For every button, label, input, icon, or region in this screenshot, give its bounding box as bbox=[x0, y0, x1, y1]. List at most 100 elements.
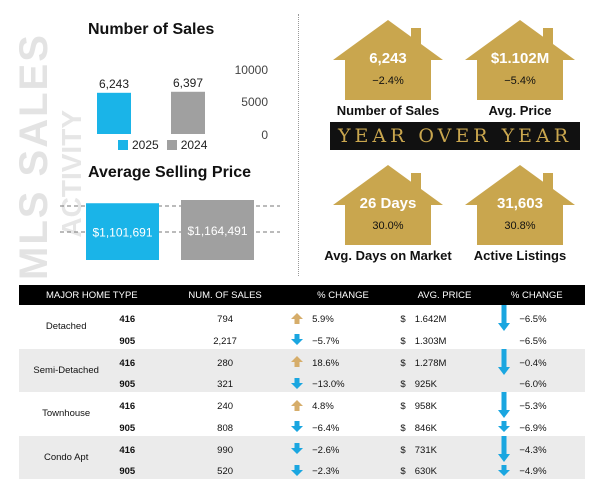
home-type-cell: Detached bbox=[19, 305, 113, 349]
price-change-cell: −0.4% bbox=[519, 349, 585, 378]
sales-change-cell: −2.6% bbox=[308, 436, 400, 465]
price-change-cell: −5.3% bbox=[519, 392, 585, 421]
num-sales-cell: 794 bbox=[165, 305, 286, 334]
kpi-change: 30.0% bbox=[323, 220, 453, 232]
kpi-value: $1.102M bbox=[455, 50, 585, 67]
header-home-type: MAJOR HOME TYPE bbox=[19, 285, 165, 305]
header-sales-change: % CHANGE bbox=[286, 285, 401, 305]
sales-change-arrow bbox=[286, 392, 309, 421]
area-code-cell: 905 bbox=[113, 378, 164, 393]
sales-change-arrow bbox=[286, 378, 309, 393]
kpi-value: 6,243 bbox=[323, 50, 453, 67]
kpi-house-number-of-sales: 6,243−2.4%Number of Sales bbox=[323, 20, 453, 120]
sales-change-cell: −6.4% bbox=[308, 421, 400, 436]
header-avg-price: AVG. PRICE bbox=[400, 285, 488, 305]
price-change-arrow bbox=[489, 465, 520, 479]
price-change-cell: −6.9% bbox=[519, 421, 585, 436]
up-arrow-icon bbox=[291, 313, 303, 324]
down-arrow-icon bbox=[291, 465, 303, 476]
price-change-cell: −6.5% bbox=[519, 305, 585, 334]
sales-bar-label-2025: 6,243 bbox=[99, 77, 129, 91]
area-code-cell: 416 bbox=[113, 349, 164, 378]
price-change-arrow bbox=[489, 392, 520, 421]
price-chart: $1,101,691$1,164,491 bbox=[60, 196, 280, 260]
sales-bar-label-2024: 6,397 bbox=[173, 76, 203, 90]
avg-price-cell: 731K bbox=[415, 436, 489, 465]
sales-change-cell: −5.7% bbox=[308, 334, 400, 349]
avg-price-cell: 630K bbox=[415, 465, 489, 479]
dollar-sign: $ bbox=[400, 349, 414, 378]
year-over-year-banner: YEAR OVER YEAR bbox=[330, 122, 580, 150]
price-change-arrow bbox=[489, 378, 520, 393]
avg-price-cell: 846K bbox=[415, 421, 489, 436]
sales-change-arrow bbox=[286, 421, 309, 436]
down-arrow-icon bbox=[291, 443, 303, 454]
sales-change-cell: 18.6% bbox=[308, 349, 400, 378]
area-code-cell: 416 bbox=[113, 305, 164, 334]
sales-change-arrow bbox=[286, 465, 309, 479]
price-change-arrow bbox=[489, 305, 520, 334]
price-change-cell: −4.3% bbox=[519, 436, 585, 465]
sales-ytick-10000: 10000 bbox=[228, 63, 268, 77]
up-arrow-icon bbox=[291, 400, 303, 411]
avg-price-cell: 1.278M bbox=[415, 349, 489, 378]
price-change-cell: −4.9% bbox=[519, 465, 585, 479]
home-type-cell: Townhouse bbox=[19, 392, 113, 436]
avg-price-cell: 1.642M bbox=[415, 305, 489, 334]
home-type-cell: Condo Apt bbox=[19, 436, 113, 479]
home-type-table: MAJOR HOME TYPE NUM. OF SALES % CHANGE A… bbox=[19, 285, 585, 479]
num-sales-cell: 990 bbox=[165, 436, 286, 465]
kpi-change: 30.8% bbox=[455, 220, 585, 232]
area-code-cell: 416 bbox=[113, 436, 164, 465]
num-sales-cell: 240 bbox=[165, 392, 286, 421]
area-code-cell: 905 bbox=[113, 334, 164, 349]
price-chart-title: Average Selling Price bbox=[88, 164, 251, 182]
price-change-arrow bbox=[489, 421, 520, 436]
sales-ytick-0: 0 bbox=[228, 128, 268, 142]
legend-label-2025: 2025 bbox=[132, 138, 159, 152]
kpi-value: 26 Days bbox=[323, 195, 453, 212]
dollar-sign: $ bbox=[400, 465, 414, 479]
kpi-change: −5.4% bbox=[455, 75, 585, 87]
kpi-house-avg-price: $1.102M−5.4%Avg. Price bbox=[455, 20, 585, 120]
avg-price-cell: 958K bbox=[415, 392, 489, 421]
dollar-sign: $ bbox=[400, 421, 414, 436]
area-code-cell: 905 bbox=[113, 465, 164, 479]
price-change-arrow bbox=[489, 334, 520, 349]
sales-chart-title: Number of Sales bbox=[88, 21, 214, 39]
sales-change-cell: 4.8% bbox=[308, 392, 400, 421]
kpi-label: Active Listings bbox=[440, 248, 600, 263]
sales-change-cell: 5.9% bbox=[308, 305, 400, 334]
kpi-label: Avg. Price bbox=[440, 103, 600, 118]
sales-chart: 6,243 6,397 bbox=[80, 56, 240, 136]
header-price-change: % CHANGE bbox=[489, 285, 585, 305]
sales-ytick-5000: 5000 bbox=[228, 95, 268, 109]
up-arrow-icon bbox=[291, 356, 303, 367]
num-sales-cell: 2,217 bbox=[165, 334, 286, 349]
legend-item-2024: 2024 bbox=[167, 138, 208, 152]
header-num-sales: NUM. OF SALES bbox=[165, 285, 286, 305]
down-arrow-icon bbox=[291, 378, 303, 389]
dollar-sign: $ bbox=[400, 378, 414, 393]
legend-label-2024: 2024 bbox=[181, 138, 208, 152]
down-arrow-icon bbox=[498, 392, 510, 418]
sales-change-arrow bbox=[286, 349, 309, 378]
price-change-arrow bbox=[489, 436, 520, 465]
down-arrow-icon bbox=[498, 305, 510, 331]
down-arrow-icon bbox=[498, 465, 510, 476]
vertical-divider bbox=[298, 14, 299, 276]
avg-price-cell: 925K bbox=[415, 378, 489, 393]
legend-item-2025: 2025 bbox=[118, 138, 159, 152]
sales-bar-2025 bbox=[97, 93, 131, 134]
price-change-arrow bbox=[489, 349, 520, 378]
dollar-sign: $ bbox=[400, 334, 414, 349]
sales-change-cell: −2.3% bbox=[308, 465, 400, 479]
legend-swatch-2025 bbox=[118, 140, 128, 150]
table-header-row: MAJOR HOME TYPE NUM. OF SALES % CHANGE A… bbox=[19, 285, 585, 305]
legend-swatch-2024 bbox=[167, 140, 177, 150]
down-arrow-icon bbox=[291, 334, 303, 345]
kpi-change: −2.4% bbox=[323, 75, 453, 87]
